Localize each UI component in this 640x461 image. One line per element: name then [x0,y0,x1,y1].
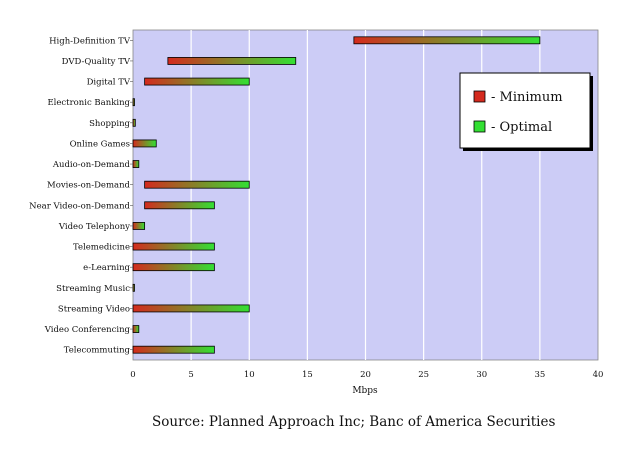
x-tick-25: 25 [418,370,429,380]
bar-2 [144,77,250,86]
x-tick-5: 5 [188,370,193,380]
category-label-14: Video Conferencing [44,325,131,335]
bar-14 [132,325,140,333]
chart: 0 5 10 15 20 25 30 35 40 High-Definition TV DVD-Q… [29,29,603,396]
category-label-0: High-Definition TV [49,36,131,46]
source-note: Source: Planned Approach Inc; Banc of Am… [152,414,556,430]
bar-0 [353,36,541,45]
bar-1 [167,57,297,65]
bar-9 [132,222,146,230]
bar-5 [132,139,157,148]
legend: - Minimum - Optimal [459,72,593,151]
category-label-5: Online Games [70,139,130,149]
x-tick-0: 0 [130,370,135,380]
bars [132,36,541,354]
bar-4 [132,118,136,127]
x-tick-labels: 0 5 10 15 20 25 30 35 40 [130,370,603,380]
legend-swatch-optimal [473,120,486,133]
x-tick-35: 35 [534,370,545,380]
legend-label-minimum: - Minimum [491,90,563,105]
bar-6 [132,160,140,168]
category-labels: High-Definition TV DVD-Quality TV Digital … [29,36,133,356]
category-label-4: Shopping [89,119,130,129]
category-label-8: Near Video-on-Demand [29,201,130,211]
x-tick-10: 10 [244,370,255,380]
bar-13 [132,304,250,313]
category-label-15: Telecommuting [64,346,131,356]
category-label-3: Electronic Banking [47,98,130,108]
bar-7 [144,180,250,189]
legend-box [459,72,591,149]
bar-3 [132,98,135,107]
legend-label-optimal: - Optimal [491,120,552,135]
category-label-10: Telemedicine [73,243,130,253]
x-axis-title: Mbps [352,386,378,396]
x-tick-30: 30 [476,370,487,380]
bar-8 [144,201,215,210]
category-label-11: e-Learning [83,263,130,273]
bar-15 [132,345,215,354]
category-label-13: Streaming Video [58,304,130,314]
category-label-9: Video Telephony [58,222,130,232]
category-label-6: Audio-on-Demand [52,160,131,170]
bar-11 [132,263,215,272]
x-tick-40: 40 [593,370,604,380]
category-label-12: Streaming Music [56,284,130,294]
bar-12 [132,283,135,292]
bar-10 [132,242,215,251]
category-label-2: Digital TV [87,78,131,88]
category-label-7: Movies-on-Demand [47,181,131,191]
x-tick-15: 15 [302,370,313,380]
x-tick-20: 20 [360,370,371,380]
category-label-1: DVD-Quality TV [62,57,131,67]
legend-swatch-minimum [473,90,486,103]
